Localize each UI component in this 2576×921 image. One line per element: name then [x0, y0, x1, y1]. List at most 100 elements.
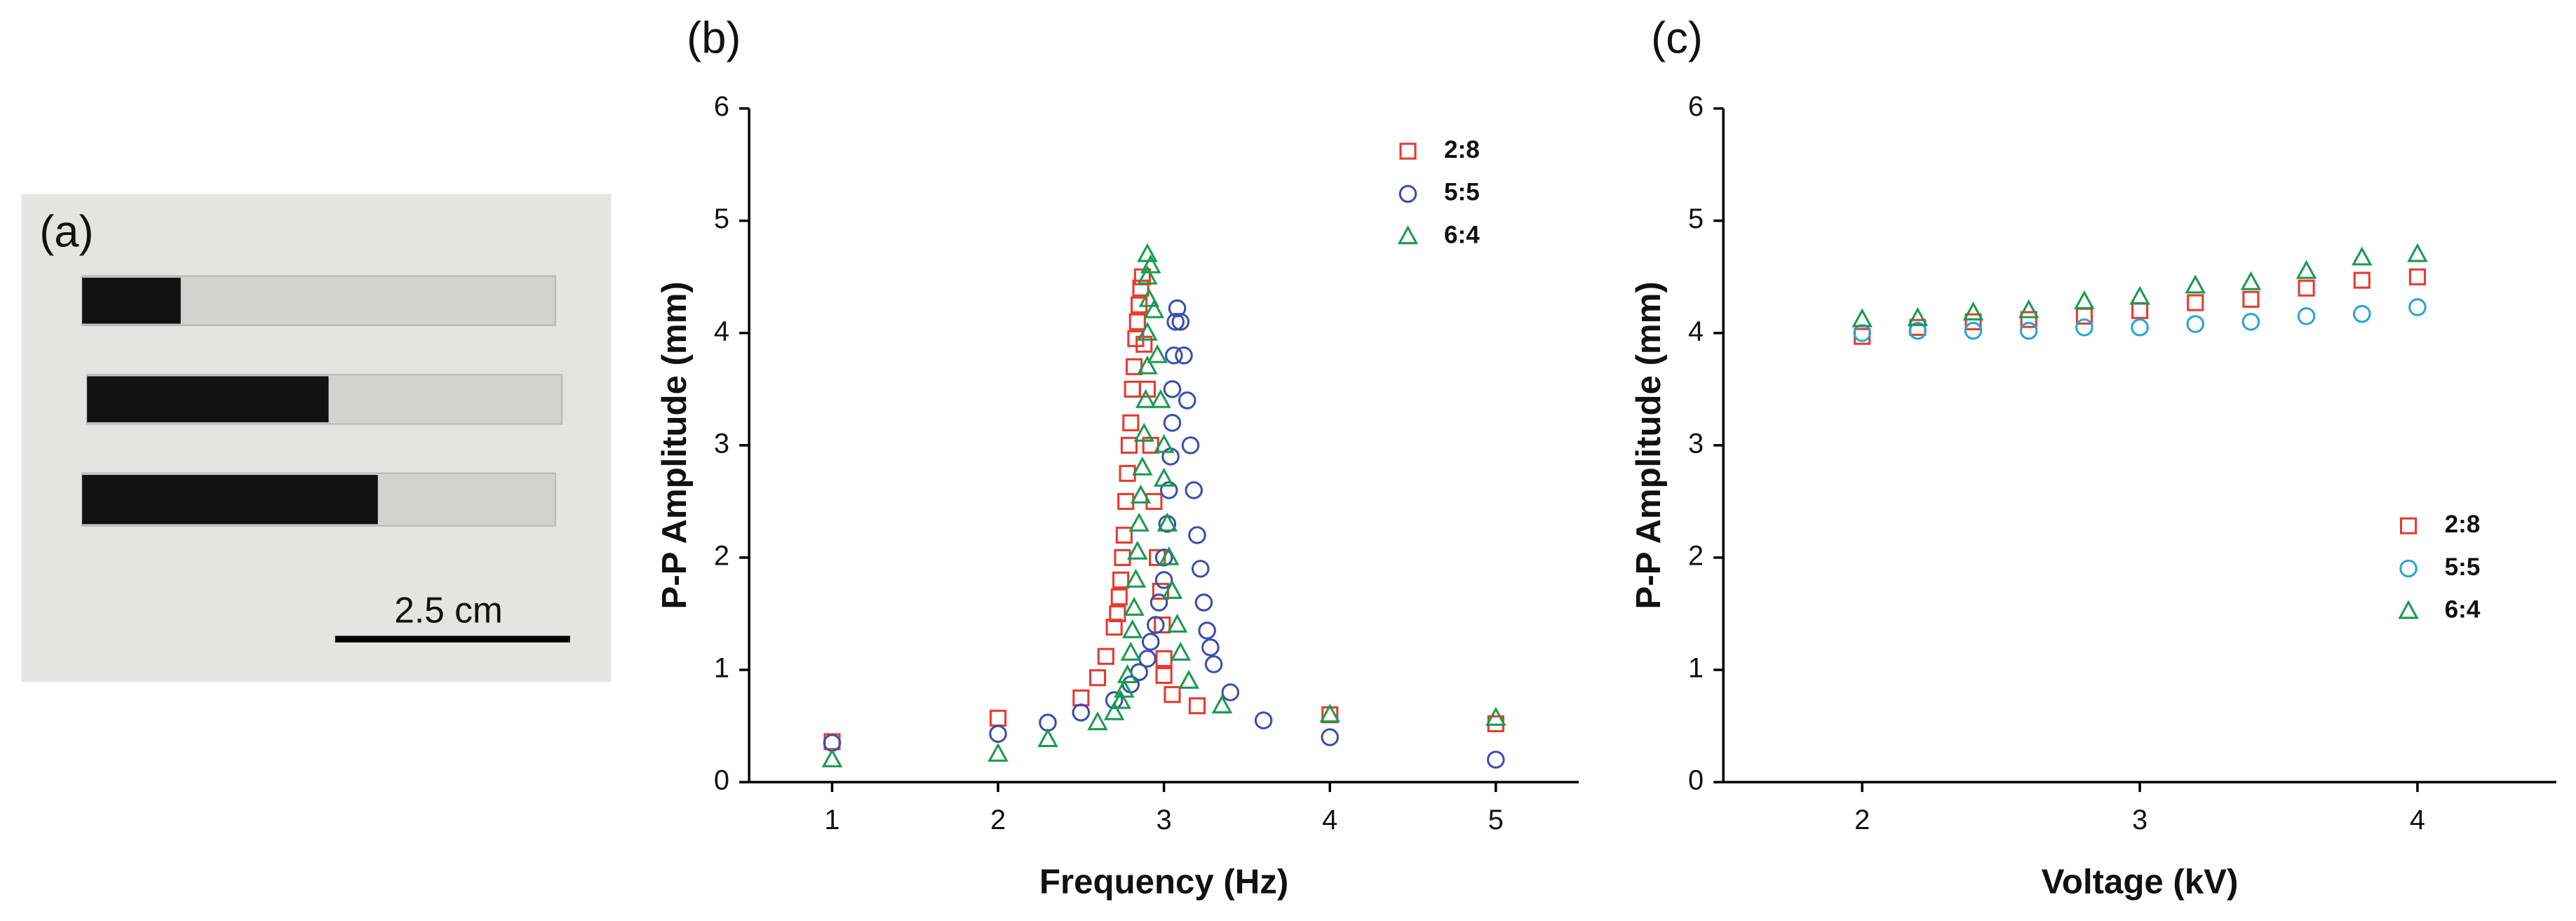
marker-square — [2298, 279, 2315, 297]
marker-square — [1122, 414, 1140, 431]
marker-circle — [2399, 559, 2417, 578]
marker-triangle — [1150, 389, 1171, 408]
marker-triangle — [2398, 600, 2419, 619]
marker-triangle — [1125, 568, 1147, 588]
marker-triangle — [1135, 389, 1156, 408]
y-axis-title: P-P Amplitude (mm) — [655, 281, 694, 609]
legend-label: 2:8 — [1444, 136, 1480, 163]
marker-triangle — [1153, 433, 1175, 453]
marker-square — [2131, 302, 2149, 319]
legend-label: 5:5 — [2445, 553, 2481, 581]
marker-circle — [1171, 312, 1190, 331]
marker-triangle — [2240, 271, 2262, 290]
marker-square — [1128, 313, 1146, 330]
marker-circle — [1175, 347, 1193, 365]
marker-square — [1124, 380, 1141, 398]
marker-triangle — [1962, 301, 1984, 321]
marker-triangle — [1161, 579, 1183, 599]
marker-circle — [1149, 593, 1168, 612]
y-tick-label: 4 — [714, 316, 729, 347]
marker-triangle — [1114, 678, 1135, 698]
marker-circle — [1487, 751, 1505, 769]
marker-square — [1964, 313, 1982, 330]
marker-circle — [1166, 312, 1185, 331]
x-axis-title: Voltage (kV) — [2042, 862, 2239, 901]
marker-circle — [1398, 184, 1417, 203]
x-tick-label: 3 — [1156, 805, 1172, 835]
marker-circle — [2131, 318, 2149, 337]
y-tick-label: 3 — [714, 428, 729, 459]
x-tick-label: 4 — [2410, 805, 2425, 835]
strip-black — [87, 376, 329, 423]
legend-label: 6:4 — [2445, 596, 2481, 624]
y-tick-label: 4 — [1688, 316, 1704, 347]
x-tick-label: 4 — [1322, 805, 1337, 835]
marker-triangle — [1137, 355, 1158, 375]
marker-triangle — [1143, 299, 1165, 318]
marker-circle — [2353, 304, 2371, 323]
marker-circle — [1194, 593, 1213, 612]
y-tick-label: 6 — [714, 91, 729, 122]
marker-circle — [1321, 728, 1339, 746]
y-tick-label: 5 — [714, 203, 729, 234]
y-tick-label: 2 — [714, 540, 729, 571]
marker-square — [1110, 588, 1128, 605]
marker-square — [989, 709, 1007, 727]
strip-black — [82, 474, 378, 525]
marker-circle — [1178, 391, 1196, 410]
marker-circle — [1188, 526, 1206, 544]
marker-triangle — [1117, 664, 1138, 683]
marker-circle — [1191, 560, 1210, 578]
marker-square — [1105, 619, 1123, 636]
marker-square — [1135, 335, 1153, 353]
marker-square — [1088, 669, 1107, 687]
marker-square — [1155, 666, 1173, 685]
marker-triangle — [1137, 243, 1158, 262]
marker-triangle — [1132, 456, 1153, 476]
marker-circle — [2075, 318, 2093, 337]
y-tick-label: 3 — [1688, 428, 1704, 459]
marker-square — [1072, 689, 1090, 707]
x-tick-label: 2 — [1854, 805, 1870, 835]
marker-square — [1188, 697, 1206, 715]
marker-triangle — [1907, 307, 1929, 326]
marker-triangle — [987, 742, 1009, 762]
y-tick-label: 2 — [1688, 540, 1704, 571]
marker-square — [1117, 492, 1135, 510]
marker-square — [1155, 650, 1173, 668]
marker-square — [1114, 549, 1131, 566]
legend-label: 5:5 — [1444, 179, 1480, 206]
marker-circle — [1072, 704, 1091, 722]
marker-triangle — [1138, 288, 1160, 307]
marker-triangle — [2185, 274, 2206, 294]
marker-square — [2353, 271, 2371, 289]
y-axis-title: P-P Amplitude (mm) — [1629, 281, 1668, 609]
marker-circle — [1198, 621, 1216, 640]
marker-triangle — [1120, 641, 1142, 661]
marker-triangle — [2129, 285, 2150, 305]
marker-circle — [1163, 414, 1182, 432]
marker-triangle — [2352, 246, 2373, 266]
marker-triangle — [821, 748, 843, 767]
marker-triangle — [1110, 690, 1131, 709]
marker-triangle — [2407, 243, 2428, 262]
marker-circle — [2186, 315, 2205, 333]
x-tick-label: 3 — [2132, 805, 2147, 835]
marker-triangle — [1319, 703, 1340, 722]
photo-panel: 2.5 cm (a) — [21, 194, 612, 683]
marker-triangle — [1153, 467, 1175, 487]
marker-triangle — [1087, 711, 1108, 731]
marker-triangle — [1178, 669, 1199, 689]
marker-square — [1120, 436, 1138, 454]
marker-square — [2187, 294, 2204, 311]
marker-triangle — [1124, 596, 1145, 616]
y-tick-label: 0 — [1688, 765, 1704, 796]
marker-circle — [1039, 713, 1057, 732]
marker-triangle — [1127, 540, 1148, 560]
marker-square — [1119, 464, 1136, 482]
marker-triangle — [1156, 512, 1178, 532]
marker-circle — [2241, 312, 2260, 331]
scale-bar-label: 2.5 cm — [394, 589, 503, 630]
marker-circle — [2297, 307, 2316, 325]
